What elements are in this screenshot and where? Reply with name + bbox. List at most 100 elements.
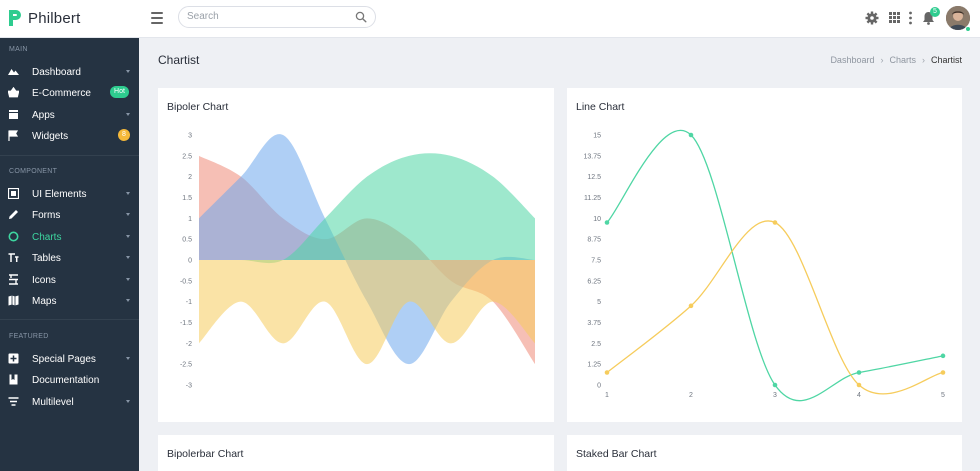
area-series: [199, 260, 535, 365]
y-tick-label: 1.25: [587, 362, 601, 369]
apps-grid-icon[interactable]: [889, 12, 900, 23]
sidebar-item-ui-elements[interactable]: UI Elements: [0, 184, 139, 204]
philbert-logo-icon: [9, 10, 21, 26]
sidebar-item-label: Forms: [32, 210, 61, 221]
breadcrumb: Dashboard › Charts › Chartist: [830, 55, 962, 65]
sidebar-item-label: Apps: [32, 110, 55, 121]
sidebar-item-label: Charts: [32, 232, 62, 243]
y-tick-label: 1: [188, 216, 192, 223]
search-input[interactable]: [187, 11, 347, 22]
y-tick-label: 3.75: [587, 320, 601, 327]
sidebar-item-ecommerce[interactable]: E-Commerce Hot: [0, 83, 139, 103]
pencil-icon: [9, 210, 18, 219]
chevron-down-icon: [126, 299, 130, 302]
data-point: [772, 382, 778, 388]
chevron-down-icon: [126, 357, 130, 360]
sidebar-divider: [0, 319, 139, 320]
x-tick-label: 5: [941, 392, 945, 399]
y-tick-label: 3: [188, 133, 192, 140]
y-tick-label: 2.5: [182, 153, 192, 160]
y-tick-label: 15: [593, 133, 601, 140]
sidebar-item-multilevel[interactable]: Multilevel: [0, 392, 139, 412]
sidebar-item-documentation[interactable]: Documentation: [0, 370, 139, 390]
sidebar-item-apps[interactable]: Apps: [0, 105, 139, 125]
search-box: [178, 6, 376, 28]
sidebar-item-forms[interactable]: Forms: [0, 205, 139, 225]
chevron-down-icon: [126, 235, 130, 238]
y-tick-label: -3: [186, 383, 192, 390]
settings-gear-icon[interactable]: [865, 11, 879, 25]
sidebar-item-tables[interactable]: Tables: [0, 248, 139, 268]
sidebar: MAIN Dashboard E-Commerce Hot Apps Widge…: [0, 38, 139, 471]
sidebar-item-maps[interactable]: Maps: [0, 291, 139, 311]
hamburger-line: [151, 22, 163, 24]
search-icon[interactable]: [355, 11, 367, 23]
x-tick-label: 1: [605, 392, 609, 399]
book-icon: [9, 374, 18, 385]
breadcrumb-link-charts[interactable]: Charts: [889, 55, 916, 65]
sidebar-section-featured: FEATURED: [9, 333, 49, 340]
y-tick-label: 6.25: [587, 278, 601, 285]
bipolar-chart-card: Bipoler Chart 3 2.5 2 1.5 1 0.5 0 -0.5 -1 -1.5 -2 -…: [158, 88, 554, 422]
sidebar-item-label: Dashboard: [32, 67, 81, 78]
sidebar-item-widgets[interactable]: Widgets 8: [0, 126, 139, 146]
breadcrumb-separator-icon: ›: [880, 55, 884, 65]
x-tick-label: 2: [689, 392, 693, 399]
card-title: Staked Bar Chart: [576, 448, 657, 460]
more-vertical-icon[interactable]: [908, 11, 913, 25]
chevron-down-icon: [126, 213, 130, 216]
sidebar-section-component: COMPONENT: [9, 168, 58, 175]
breadcrumb-link-dashboard[interactable]: Dashboard: [830, 55, 875, 65]
brand-logo[interactable]: Philbert: [8, 9, 80, 27]
stacked-bar-chart-card: Staked Bar Chart: [567, 435, 962, 471]
area-series: [199, 153, 535, 264]
sidebar-item-label: Tables: [32, 253, 61, 264]
data-point: [772, 220, 778, 225]
line-chart-card: Line Chart 15 13.75 12.5 11.25 10 8.75 7.5 6.25…: [567, 88, 962, 422]
sidebar-item-label: Icons: [32, 275, 56, 286]
data-point: [940, 353, 946, 359]
notification-count-badge: 5: [930, 7, 940, 17]
card-title: Bipolerbar Chart: [167, 448, 244, 460]
sidebar-item-label: UI Elements: [32, 189, 87, 200]
flag-icon: [8, 130, 19, 141]
y-tick-label: 2.5: [591, 341, 601, 348]
y-tick-label: 0: [597, 383, 601, 390]
x-tick-label: 3: [773, 392, 777, 399]
sidebar-item-dashboard[interactable]: Dashboard: [0, 62, 139, 82]
data-point: [856, 370, 862, 375]
sidebar-item-charts[interactable]: Charts: [0, 227, 139, 247]
sidebar-item-label: Multilevel: [32, 397, 74, 408]
special-pages-icon: [8, 353, 19, 364]
chevron-down-icon: [126, 256, 130, 259]
line-chart: 1513.7512.511.25108.757.56.2553.752.51.2…: [583, 130, 946, 402]
hamburger-line: [151, 17, 163, 19]
x-tick-label: 4: [857, 392, 861, 399]
data-point: [688, 132, 694, 138]
y-tick-label: 2: [188, 174, 192, 181]
y-tick-label: 7.5: [591, 258, 601, 265]
sidebar-item-icons[interactable]: Icons: [0, 270, 139, 290]
y-tick-label: -1.5: [180, 320, 192, 327]
sidebar-item-label: Maps: [32, 296, 57, 307]
chevron-down-icon: [126, 192, 130, 195]
data-point: [856, 382, 862, 388]
y-tick-label: 11.25: [584, 195, 601, 202]
breadcrumb-current: Chartist: [930, 55, 962, 65]
sidebar-item-special-pages[interactable]: Special Pages: [0, 349, 139, 369]
y-tick-label: -1: [186, 299, 192, 306]
y-tick-label: -2: [186, 341, 192, 348]
y-tick-label: 0.5: [182, 237, 192, 244]
menu-toggle-button[interactable]: [151, 12, 163, 24]
line-series: [606, 130, 944, 402]
map-icon: [8, 295, 19, 306]
icons-icon: [9, 274, 18, 285]
data-point: [604, 370, 610, 375]
multilevel-icon: [8, 397, 19, 406]
widgets-count-badge: 8: [118, 129, 130, 141]
y-tick-label: 13.75: [583, 153, 601, 160]
hot-badge: Hot: [110, 86, 129, 98]
chevron-down-icon: [126, 278, 130, 281]
y-tick-label: 1.5: [182, 195, 192, 202]
sidebar-section-main: MAIN: [9, 46, 28, 53]
